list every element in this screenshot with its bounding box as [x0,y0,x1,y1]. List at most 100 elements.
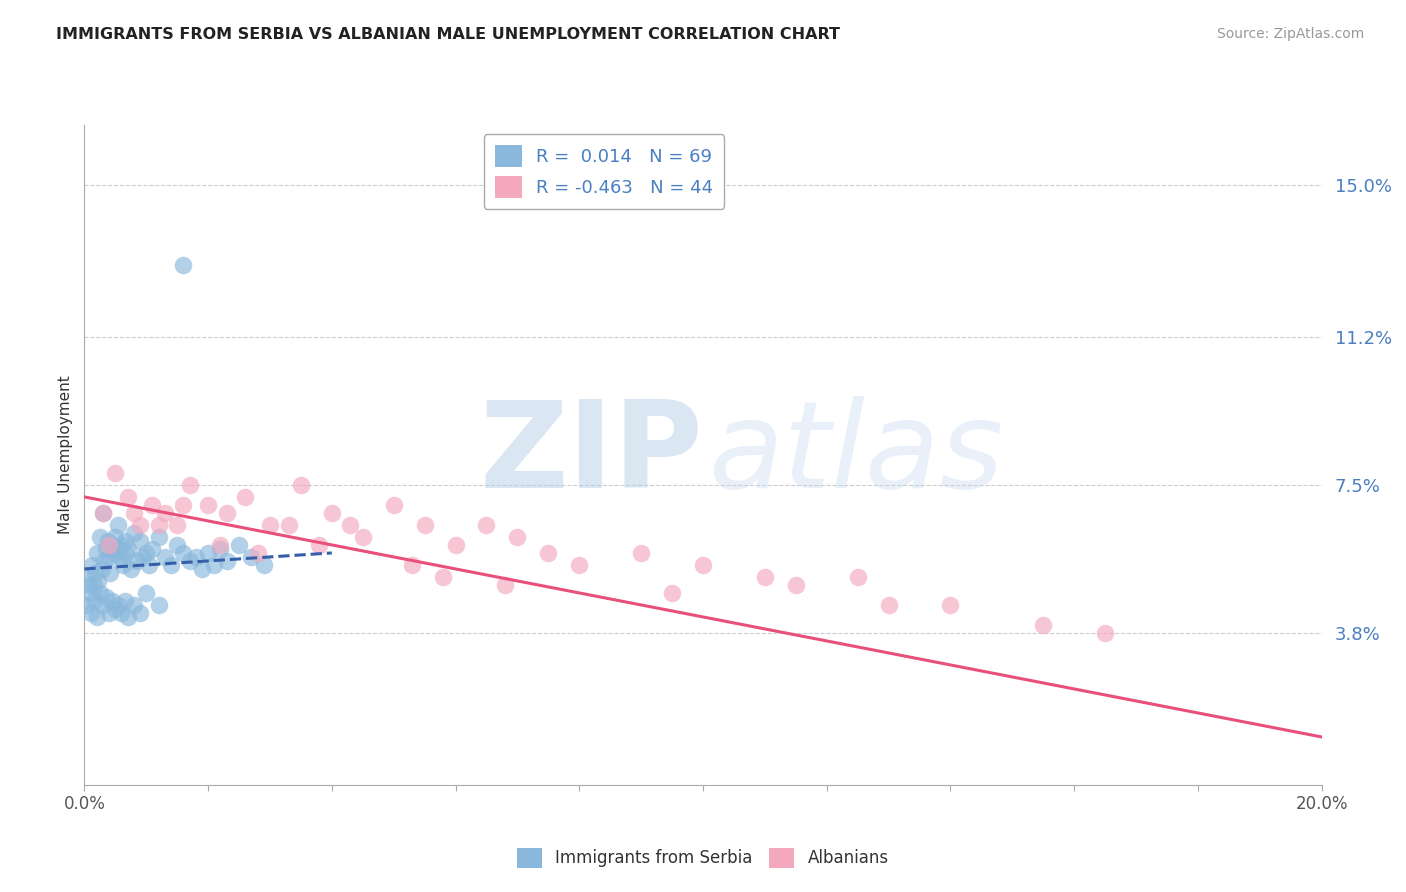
Point [91,506,114,520]
Point [79,606,101,620]
Point [76,570,98,584]
Point [129,606,152,620]
Point [692,558,714,572]
Point [129,533,152,548]
Point [432,570,454,584]
Point [107,598,129,612]
Point [197,546,219,560]
Point [120,562,142,576]
Point [339,517,361,532]
Point [444,538,467,552]
Y-axis label: Male Unemployment: Male Unemployment [58,376,73,534]
Point [83,594,105,608]
Point [114,594,136,608]
Point [105,541,128,556]
Point [80,558,103,572]
Point [94,590,117,604]
Point [97,533,120,548]
Point [259,517,281,532]
Point [86,610,108,624]
Point [101,594,124,608]
Point [846,570,869,584]
Point [141,541,163,556]
Point [84,566,107,580]
Point [153,506,176,520]
Point [308,538,330,552]
Point [141,498,163,512]
Point [179,554,201,568]
Point [179,478,201,492]
Point [568,558,591,572]
Point [148,530,170,544]
Point [89,586,111,600]
Point [101,538,124,552]
Point [148,517,170,532]
Point [172,498,194,512]
Point [110,549,132,564]
Point [90,562,112,576]
Point [104,530,127,544]
Point [166,517,188,532]
Point [79,578,101,592]
Point [117,541,139,556]
Point [401,558,423,572]
Point [104,602,127,616]
Text: IMMIGRANTS FROM SERBIA VS ALBANIAN MALE UNEMPLOYMENT CORRELATION CHART: IMMIGRANTS FROM SERBIA VS ALBANIAN MALE … [56,27,841,42]
Point [117,490,139,504]
Point [1032,618,1054,632]
Point [277,517,299,532]
Point [253,558,276,572]
Point [1094,626,1116,640]
Point [98,538,121,552]
Point [122,598,145,612]
Point [76,598,98,612]
Point [209,538,232,552]
Text: atlas: atlas [709,396,1004,514]
Point [233,490,256,504]
Point [197,498,219,512]
Legend: Immigrants from Serbia, Albanians: Immigrants from Serbia, Albanians [510,841,896,875]
Point [91,506,114,520]
Point [104,466,127,480]
Point [83,578,105,592]
Point [228,538,250,552]
Point [202,558,225,572]
Point [86,546,108,560]
Point [209,541,232,556]
Point [240,549,263,564]
Point [382,498,405,512]
Point [661,586,683,600]
Point [110,538,132,552]
Point [129,517,152,532]
Point [135,546,157,560]
Point [138,558,160,572]
Point [148,598,170,612]
Point [89,530,111,544]
Point [785,578,807,592]
Point [79,586,101,600]
Point [98,606,121,620]
Point [94,541,117,556]
Point [215,554,238,568]
Point [114,533,136,548]
Point [115,546,138,560]
Point [215,506,238,520]
Text: Source: ZipAtlas.com: Source: ZipAtlas.com [1216,27,1364,41]
Point [352,530,374,544]
Point [87,574,110,588]
Point [172,258,194,272]
Point [107,517,129,532]
Point [506,530,529,544]
Point [153,549,176,564]
Point [103,546,125,560]
Point [111,558,134,572]
Point [754,570,776,584]
Point [877,598,900,612]
Point [290,478,312,492]
Point [98,566,121,580]
Point [191,562,214,576]
Point [110,606,132,620]
Point [93,554,115,568]
Point [122,506,145,520]
Point [117,610,139,624]
